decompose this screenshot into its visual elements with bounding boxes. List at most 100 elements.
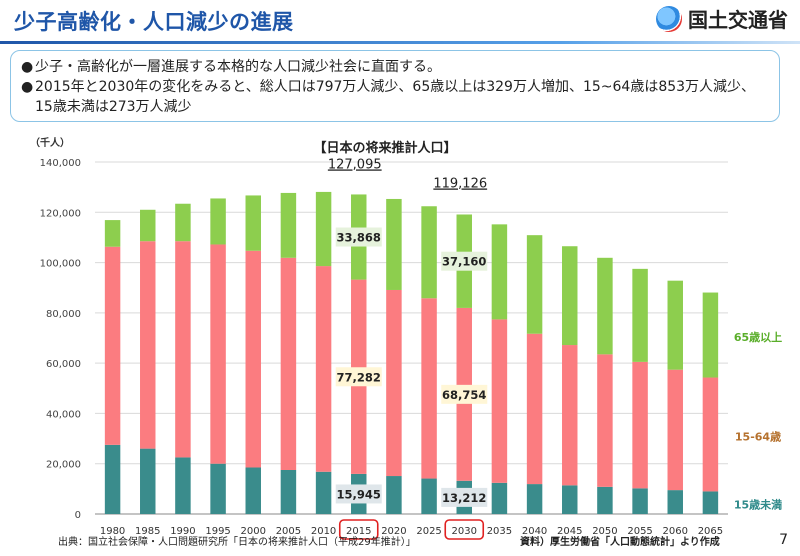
bar-under15-2050	[597, 486, 613, 514]
bar-65plus-2000	[245, 195, 261, 251]
x-tick-label: 2000	[241, 526, 266, 537]
bar-65plus-1980	[104, 220, 121, 247]
bar-65plus-2040	[526, 235, 543, 334]
bar-15-64-2055	[632, 361, 648, 489]
page-title: 少子高齢化・人口減少の進展	[14, 10, 294, 34]
legend-15-64歳: 15-64歳	[735, 429, 781, 443]
bullet-icon: ●	[21, 79, 34, 95]
x-tick-label: 2035	[487, 526, 512, 537]
bar-15-64-2065	[702, 377, 719, 492]
y-tick-label: 20,000	[46, 460, 81, 471]
data-label-box	[441, 251, 488, 271]
y-tick-label: 0	[75, 510, 81, 521]
y-axis-label: （千人）	[30, 136, 70, 149]
bar-under15-2000	[245, 467, 261, 514]
summary-box: ● 少子・高齢化が一層進展する本格的な人口減少社会に直面する。 ● 2015年と20…	[10, 50, 780, 122]
bar-under15-2045	[562, 485, 578, 514]
bar-under15-2060	[667, 490, 683, 514]
summary-bullet-2: ● 2015年と2030年の変化をみると、総人口は797万人減少、65歳以上は32…	[21, 77, 769, 117]
bar-under15-1980	[104, 444, 121, 514]
x-tick-label: 2045	[557, 526, 582, 537]
ministry-logo: 国土交通省	[656, 4, 788, 33]
source-note-left: 出典：国立社会保障・人口問題研究所「日本の将来推計人口（平成29年推計）」	[58, 537, 416, 548]
y-tick-label: 140,000	[40, 158, 81, 169]
x-tick-label: 2020	[381, 526, 406, 537]
x-tick-label: 1995	[205, 526, 230, 537]
bar-under15-2055	[632, 488, 648, 514]
bar-15-64-2035	[491, 319, 508, 483]
summary-bullet-1: ● 少子・高齢化が一層進展する本格的な人口減少社会に直面する。	[21, 57, 769, 77]
bar-15-64-2025	[421, 298, 437, 479]
x-tick-label: 2065	[698, 526, 723, 537]
y-tick-label: 80,000	[46, 309, 81, 320]
bar-65plus-2025	[421, 206, 437, 299]
legend-15歳未満: 15歳未満	[734, 498, 782, 512]
bar-under15-1990	[175, 457, 191, 514]
mlit-logo-icon	[656, 5, 682, 32]
bullet-icon: ●	[21, 59, 34, 75]
source-note-right: 資料）厚生労働省「人口動態統計」より作成	[520, 537, 720, 548]
bar-65plus-2005	[280, 192, 297, 258]
bar-65plus-2065	[702, 292, 719, 378]
bar-15-64-1985	[140, 241, 156, 449]
data-label-65歳以上-2015: 33,868	[337, 231, 381, 245]
x-tick-label: 2055	[627, 526, 652, 537]
x-tick-label: 2005	[276, 526, 301, 537]
bar-under15-2065	[702, 491, 719, 514]
bar-under15-2005	[280, 470, 297, 514]
bar-under15-2025	[421, 478, 437, 514]
data-label-65歳以上-2030: 37,160	[442, 255, 486, 269]
x-tick-label: 1985	[135, 526, 160, 537]
bar-15-64-2060	[667, 369, 683, 491]
total-label-2030: 119,126	[433, 176, 487, 191]
bar-15-64-2005	[280, 257, 297, 470]
bar-65plus-1985	[140, 209, 156, 242]
bar-under15-2020	[386, 476, 402, 514]
x-tick-label: 2050	[592, 526, 617, 537]
x-tick-label: 2030	[452, 526, 477, 537]
bar-65plus-2060	[667, 280, 683, 370]
population-chart: 0 20,000 40,000 60,000 80,000 100,000 120,000 1…	[30, 136, 782, 540]
bar-65plus-2050	[597, 257, 613, 355]
data-label-box	[441, 384, 488, 404]
data-label-15歳未満-2015: 15,945	[337, 487, 381, 501]
data-label-box	[441, 487, 488, 507]
data-label-box	[335, 227, 382, 247]
x-tick-label: 2025	[416, 526, 441, 537]
bar-15-64-1995	[210, 244, 226, 464]
x-tick-label: 1990	[170, 526, 195, 537]
bar-15-64-1990	[175, 241, 191, 458]
bar-15-64-2050	[597, 354, 613, 487]
data-label-box	[335, 367, 382, 387]
bar-65plus-2055	[632, 268, 648, 362]
bar-65plus-2020	[386, 198, 402, 290]
x-tick-label: 2040	[522, 526, 547, 537]
y-tick-label: 120,000	[40, 208, 81, 219]
y-tick-label: 100,000	[40, 259, 81, 270]
summary-text-2: 2015年と2030年の変化をみると、総人口は797万人減少、65歳以上は329…	[35, 79, 756, 115]
y-tick-label: 40,000	[46, 409, 81, 420]
data-label-15-64歳-2015: 77,282	[337, 370, 381, 384]
summary-text-1: 少子・高齢化が一層進展する本格的な人口減少社会に直面する。	[35, 59, 441, 75]
data-label-15歳未満-2030: 13,212	[442, 491, 486, 505]
chart-title: 【日本の将来推計人口】	[313, 140, 456, 156]
bar-15-64-2020	[386, 289, 402, 477]
legend-65歳以上: 65歳以上	[734, 330, 782, 344]
highlight-box-2015	[338, 519, 379, 540]
page-number: 7	[779, 532, 788, 548]
bar-65plus-2035	[491, 224, 508, 320]
total-label-2015: 127,095	[328, 157, 382, 172]
x-tick-label: 2015	[346, 526, 371, 537]
bar-65plus-2010	[315, 191, 332, 267]
title-rule	[0, 41, 800, 44]
bar-65plus-1995	[210, 198, 226, 245]
x-tick-label: 2060	[663, 526, 688, 537]
bar-15-64-1980	[104, 246, 121, 445]
bar-65plus-2045	[562, 246, 578, 346]
bar-under15-2010	[315, 471, 332, 514]
bar-15-64-2000	[245, 250, 261, 468]
bar-under15-1985	[140, 448, 156, 514]
bar-under15-2035	[491, 482, 508, 514]
data-label-15-64歳-2030: 68,754	[442, 388, 486, 402]
logo-text: 国土交通省	[688, 8, 788, 32]
